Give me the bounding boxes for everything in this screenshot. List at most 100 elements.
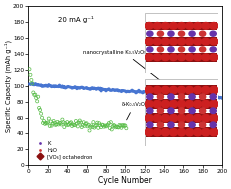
Point xyxy=(69,121,73,124)
Point xyxy=(34,97,38,100)
Point xyxy=(62,125,66,129)
Point xyxy=(117,123,121,126)
Point xyxy=(79,121,82,124)
Point xyxy=(75,122,78,125)
Point xyxy=(68,121,72,124)
Point xyxy=(97,122,101,125)
Point xyxy=(65,121,69,124)
X-axis label: Cycle Number: Cycle Number xyxy=(98,176,152,185)
Point xyxy=(122,124,126,127)
Point xyxy=(120,123,124,126)
Point xyxy=(106,123,109,126)
Point xyxy=(101,124,104,127)
Point xyxy=(105,124,108,127)
Point xyxy=(110,125,114,128)
Point xyxy=(37,106,41,109)
Point xyxy=(90,126,94,129)
Point xyxy=(49,120,52,123)
Point xyxy=(86,123,90,126)
Point xyxy=(58,122,62,125)
Point xyxy=(111,124,115,127)
Point xyxy=(109,128,113,131)
Point xyxy=(84,122,88,125)
Point xyxy=(113,126,117,129)
Point xyxy=(96,126,100,129)
Point xyxy=(123,124,127,127)
Point xyxy=(59,123,63,126)
Point xyxy=(63,122,67,125)
Point xyxy=(107,127,111,130)
Point xyxy=(60,118,64,121)
Text: 20 mA g⁻¹: 20 mA g⁻¹ xyxy=(57,16,93,23)
Point xyxy=(33,93,37,96)
Point xyxy=(57,121,61,124)
Point xyxy=(76,125,79,128)
Point xyxy=(83,122,87,125)
Point xyxy=(98,124,102,127)
Text: δ-K₀.₅V₂O₅: δ-K₀.₅V₂O₅ xyxy=(121,102,147,120)
Point xyxy=(51,122,54,125)
Point xyxy=(95,121,99,124)
Point xyxy=(27,68,31,71)
Point xyxy=(121,125,125,128)
Point xyxy=(39,112,43,115)
Point xyxy=(52,121,56,124)
Point xyxy=(81,124,84,127)
Point xyxy=(119,126,123,129)
Point xyxy=(124,127,128,130)
Point xyxy=(45,122,49,125)
Point xyxy=(85,125,89,128)
Point xyxy=(28,73,32,76)
Point xyxy=(104,125,107,128)
Point xyxy=(74,119,77,122)
Point xyxy=(91,121,95,124)
Point xyxy=(71,123,75,126)
Point xyxy=(82,121,85,124)
Point xyxy=(92,126,96,129)
Point xyxy=(46,121,49,124)
Point xyxy=(47,117,50,120)
Point xyxy=(52,119,55,122)
Point xyxy=(35,100,39,103)
Point xyxy=(77,121,80,124)
Point xyxy=(89,124,93,127)
Point xyxy=(36,95,40,98)
Point xyxy=(43,122,47,125)
Point xyxy=(66,124,70,127)
Point xyxy=(55,120,59,123)
Point xyxy=(64,123,68,126)
Point xyxy=(116,126,120,129)
Point xyxy=(50,124,53,127)
Point xyxy=(106,122,110,125)
Point xyxy=(112,124,116,127)
Point xyxy=(42,119,46,122)
Point xyxy=(55,123,58,126)
Point xyxy=(40,116,44,119)
Point xyxy=(29,78,33,81)
Point xyxy=(70,125,74,128)
Point xyxy=(102,125,105,128)
Point xyxy=(56,123,60,126)
Point xyxy=(114,125,118,128)
Point xyxy=(78,119,81,122)
Y-axis label: Specific Capacity (mAh g⁻¹): Specific Capacity (mAh g⁻¹) xyxy=(4,40,12,132)
Legend: K, H₂O, [VO₆] octahedron: K, H₂O, [VO₆] octahedron xyxy=(33,139,94,161)
Text: nanocrystalline K₀.₅V₂O₅·0.5H₂O: nanocrystalline K₀.₅V₂O₅·0.5H₂O xyxy=(82,50,165,84)
Point xyxy=(88,125,92,128)
Point xyxy=(103,124,106,127)
Point xyxy=(54,123,57,126)
Point xyxy=(48,124,52,127)
Point xyxy=(94,123,98,126)
Point xyxy=(32,93,36,96)
Point xyxy=(73,124,76,127)
Point xyxy=(30,82,34,85)
Point xyxy=(118,124,122,127)
Point xyxy=(93,124,97,127)
Point xyxy=(100,123,103,126)
Point xyxy=(31,91,35,94)
Point xyxy=(82,124,86,127)
Point xyxy=(99,126,103,129)
Point xyxy=(109,121,112,124)
Point xyxy=(79,125,83,129)
Point xyxy=(115,126,119,129)
